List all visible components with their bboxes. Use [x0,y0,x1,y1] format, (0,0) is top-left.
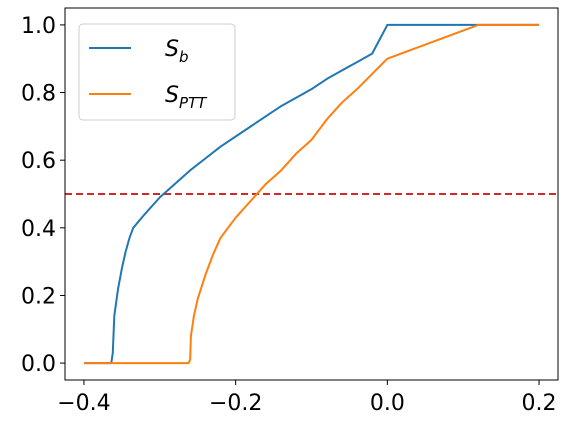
y-tick-label: 0.6 [21,149,56,174]
legend-label: SPTT [165,83,208,112]
y-tick-label: 0.2 [21,284,56,309]
legend-label: Sb [165,37,189,66]
x-tick-label: −0.2 [209,391,262,416]
plot-frame [64,7,559,381]
legend-box [78,23,236,121]
x-tick-label: −0.4 [57,391,110,416]
y-axis-ticks: 0.0 0.2 0.4 0.6 0.8 1.0 [21,14,65,377]
series-line-s-ptt [83,23,540,365]
y-tick-label: 0.8 [21,82,56,107]
x-axis-ticks: −0.4 −0.2 0.0 0.2 [57,380,557,416]
y-tick-label: 0.0 [21,352,56,377]
x-tick-label: 0.2 [522,391,557,416]
series-lines [65,23,558,365]
y-tick-label: 0.4 [21,217,56,242]
series-line-s-b [83,23,540,365]
y-tick-label: 1.0 [21,14,56,39]
x-tick-label: 0.0 [370,391,405,416]
legend: Sb SPTT [78,23,236,121]
